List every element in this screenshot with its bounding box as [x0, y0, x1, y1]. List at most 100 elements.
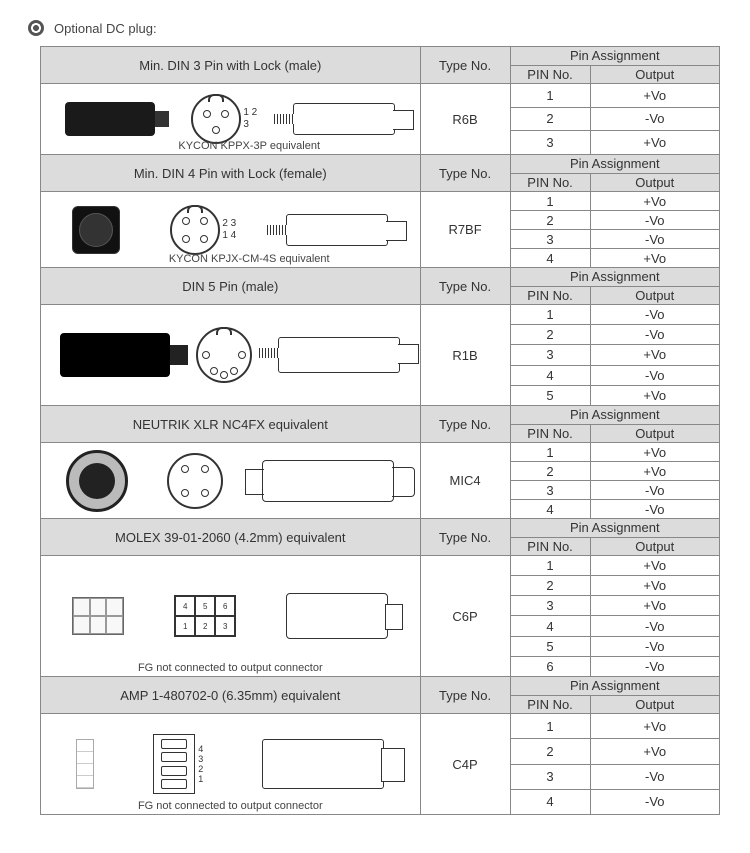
pin-no: 1: [510, 556, 590, 576]
type-header: Type No.: [420, 677, 510, 714]
pin-assignment-header: Pin Assignment: [510, 155, 719, 174]
connector-note: KYCON KPJX-CM-4S equivalent: [169, 253, 330, 265]
xlr-front-icon: [66, 450, 128, 512]
xlr-plug-icon: [262, 460, 394, 502]
pin-out: +Vo: [590, 714, 719, 739]
pin-no: 3: [510, 481, 590, 500]
type-header: Type No.: [420, 519, 510, 556]
output-header: Output: [590, 695, 719, 714]
bullet-icon: [28, 20, 44, 36]
output-header: Output: [590, 537, 719, 556]
pin-no: 4: [510, 365, 590, 385]
connector-note: FG not connected to output connector: [41, 662, 420, 674]
pin-no: 3: [510, 764, 590, 789]
pin-out: +Vo: [590, 556, 719, 576]
plug-side-icon: [65, 102, 155, 136]
pin-no: 2: [510, 211, 590, 230]
pin-label-text: 4 3 2 1: [198, 744, 203, 784]
pin-out: +Vo: [590, 249, 719, 268]
type-no: C6P: [420, 556, 510, 677]
pin-out: -Vo: [590, 481, 719, 500]
connector-image-cell: [41, 443, 421, 519]
pin-out: -Vo: [590, 636, 719, 656]
section-title: Optional DC plug:: [54, 21, 157, 36]
pin-no: 5: [510, 385, 590, 405]
pin-no: 6: [510, 656, 590, 676]
type-header: Type No.: [420, 406, 510, 443]
connector-table: Min. DIN 3 Pin with Lock (male) Type No.…: [40, 46, 720, 815]
pin-out: +Vo: [590, 462, 719, 481]
type-header: Type No.: [420, 47, 510, 84]
plug-face-icon: [191, 94, 241, 144]
type-no: R7BF: [420, 192, 510, 268]
connector-image-cell: [41, 305, 421, 406]
pin-no: 4: [510, 500, 590, 519]
pin-no: 1: [510, 714, 590, 739]
pin-out: -Vo: [590, 616, 719, 636]
type-header: Type No.: [420, 155, 510, 192]
pin-out: +Vo: [590, 739, 719, 764]
pin-no-header: PIN No.: [510, 695, 590, 714]
type-no: R1B: [420, 305, 510, 406]
connector-image-cell: 1 2 3 KYCON KPPX-3P equivalent: [41, 84, 421, 155]
pin-no: 2: [510, 107, 590, 131]
pin-out: -Vo: [590, 325, 719, 345]
connector-name: NEUTRIK XLR NC4FX equivalent: [41, 406, 421, 443]
pin-out: -Vo: [590, 211, 719, 230]
connector-name: Min. DIN 3 Pin with Lock (male): [41, 47, 421, 84]
connector-note: KYCON KPPX-3P equivalent: [178, 140, 320, 152]
amp-strip-icon: [76, 739, 94, 789]
pin-label-text: 1 2 3: [243, 107, 257, 131]
pin-no-header: PIN No.: [510, 65, 590, 84]
section-header: Optional DC plug:: [28, 20, 730, 36]
connector-note: FG not connected to output connector: [41, 800, 420, 812]
pin-no-header: PIN No.: [510, 537, 590, 556]
pin-out: +Vo: [590, 192, 719, 211]
plug-side-icon: [60, 333, 170, 377]
plug-face-icon: [196, 327, 252, 383]
pin-no: 3: [510, 596, 590, 616]
output-header: Output: [590, 173, 719, 192]
molex-face-icon: 456123: [174, 595, 236, 637]
pin-no: 2: [510, 325, 590, 345]
pin-no: 2: [510, 576, 590, 596]
pin-assignment-header: Pin Assignment: [510, 406, 719, 425]
molex-block-icon: [72, 597, 124, 635]
plug-face-icon: [167, 453, 223, 509]
connector-image-cell: 2 3 1 4 KYCON KPJX-CM-4S equivalent: [41, 192, 421, 268]
pin-out: +Vo: [590, 345, 719, 365]
amp-plug-icon: [262, 739, 384, 789]
connector-name: AMP 1-480702-0 (6.35mm) equivalent: [41, 677, 421, 714]
connector-name: Min. DIN 4 Pin with Lock (female): [41, 155, 421, 192]
connector-image-cell: 456123 FG not connected to output connec…: [41, 556, 421, 677]
pin-no: 3: [510, 230, 590, 249]
pin-out: -Vo: [590, 789, 719, 814]
output-header: Output: [590, 65, 719, 84]
pin-out: +Vo: [590, 576, 719, 596]
pin-no: 4: [510, 789, 590, 814]
molex-plug-icon: [286, 593, 388, 639]
pin-no: 5: [510, 636, 590, 656]
pin-out: -Vo: [590, 230, 719, 249]
pin-out: -Vo: [590, 656, 719, 676]
type-no: MIC4: [420, 443, 510, 519]
pin-label-text: 2 3 1 4: [222, 218, 236, 242]
pin-out: -Vo: [590, 764, 719, 789]
barrel-icon: [286, 214, 388, 246]
pin-no-header: PIN No.: [510, 424, 590, 443]
connector-name: MOLEX 39-01-2060 (4.2mm) equivalent: [41, 519, 421, 556]
output-header: Output: [590, 286, 719, 305]
pin-no-header: PIN No.: [510, 173, 590, 192]
pin-out: +Vo: [590, 443, 719, 462]
pin-no: 1: [510, 84, 590, 108]
barrel-icon: [293, 103, 395, 135]
pin-no-header: PIN No.: [510, 286, 590, 305]
output-header: Output: [590, 424, 719, 443]
pin-assignment-header: Pin Assignment: [510, 268, 719, 287]
pin-no: 3: [510, 345, 590, 365]
pin-no: 4: [510, 616, 590, 636]
pin-out: +Vo: [590, 131, 719, 155]
pin-out: -Vo: [590, 500, 719, 519]
connector-name: DIN 5 Pin (male): [41, 268, 421, 305]
pin-assignment-header: Pin Assignment: [510, 519, 719, 538]
